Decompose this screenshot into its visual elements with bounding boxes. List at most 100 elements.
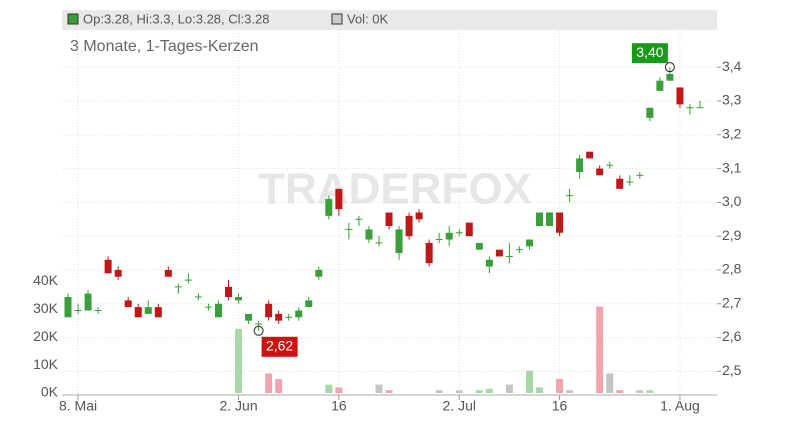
candle-body bbox=[666, 73, 674, 81]
candle-body bbox=[194, 296, 202, 298]
candle-body bbox=[696, 107, 704, 109]
candle-body bbox=[626, 181, 634, 183]
candle-body bbox=[596, 168, 604, 176]
volume-bar bbox=[335, 387, 343, 393]
candle-body bbox=[606, 164, 614, 166]
candle-body bbox=[495, 249, 503, 257]
candle-body bbox=[546, 212, 554, 227]
volume-bar bbox=[475, 390, 483, 393]
candle-body bbox=[616, 178, 624, 189]
candle-body bbox=[566, 195, 574, 197]
candle-body bbox=[305, 300, 313, 308]
candle-body bbox=[295, 310, 303, 318]
x-tick-label: 2. Jul bbox=[443, 398, 476, 414]
candle-body bbox=[104, 259, 112, 274]
candle-body bbox=[255, 323, 263, 325]
y-tick-label: 2,6 bbox=[722, 328, 742, 344]
y2-tick-label: 0K bbox=[41, 384, 59, 400]
ohlc-legend-swatch bbox=[67, 13, 79, 25]
annotation-marker bbox=[253, 325, 264, 336]
x-tick-label: 8. Mai bbox=[59, 398, 97, 414]
candle-body bbox=[174, 286, 182, 288]
y2-tick-label: 40K bbox=[33, 272, 59, 288]
candle-body bbox=[355, 218, 363, 220]
x-tick-label: 2. Jun bbox=[219, 398, 257, 414]
watermark: TRADERFOX bbox=[258, 165, 532, 214]
volume-bar bbox=[606, 373, 614, 393]
candle-body bbox=[235, 296, 243, 301]
volume-bar bbox=[265, 373, 273, 393]
y-tick-label: 3,3 bbox=[722, 92, 742, 108]
candle-body bbox=[435, 239, 443, 241]
candle-body bbox=[475, 242, 483, 250]
candle-body bbox=[556, 212, 564, 233]
volume-bar bbox=[325, 384, 333, 393]
y-tick-label: 2,8 bbox=[722, 261, 742, 277]
volume-bar bbox=[455, 390, 463, 393]
candle-body bbox=[686, 107, 694, 109]
volume-bar bbox=[535, 387, 543, 393]
y-tick-label: 3,4 bbox=[722, 58, 742, 74]
x-tick-label: 16 bbox=[552, 398, 568, 414]
header-bar bbox=[62, 10, 717, 30]
volume-bar bbox=[485, 388, 493, 393]
candle-body bbox=[114, 269, 122, 277]
volume-bar bbox=[375, 384, 383, 393]
candle-body bbox=[405, 215, 413, 237]
candle-body bbox=[395, 229, 403, 254]
candle-body bbox=[225, 286, 233, 297]
volume-bar bbox=[435, 390, 443, 393]
y-tick-label: 2,5 bbox=[722, 362, 742, 378]
candle-body bbox=[245, 313, 253, 321]
candle-body bbox=[646, 107, 654, 118]
volume-bar bbox=[385, 390, 393, 393]
candle-body bbox=[485, 259, 493, 267]
y-tick-label: 3,2 bbox=[722, 125, 742, 141]
annotation-label: 3,40 bbox=[636, 44, 663, 60]
candle-body bbox=[425, 242, 433, 264]
y2-tick-label: 10K bbox=[33, 356, 59, 372]
candle-body bbox=[335, 188, 343, 210]
annotation-box bbox=[261, 336, 298, 357]
y2-tick-label: 20K bbox=[33, 328, 59, 344]
subtitle: 3 Monate, 1-Tages-Kerzen bbox=[70, 38, 259, 55]
candle-body bbox=[505, 255, 513, 257]
volume-bar bbox=[235, 328, 243, 393]
candle-body bbox=[465, 222, 473, 237]
volume-bar bbox=[275, 379, 283, 393]
candle-body bbox=[74, 310, 82, 312]
candle-body bbox=[265, 303, 273, 318]
volume-bar bbox=[556, 379, 564, 393]
candle-body bbox=[64, 296, 72, 318]
candle-body bbox=[144, 307, 152, 314]
candle-body bbox=[94, 310, 102, 312]
candle-body bbox=[676, 87, 684, 105]
candle-body bbox=[385, 212, 393, 227]
candle-body bbox=[535, 212, 543, 227]
volume-bar bbox=[596, 306, 604, 393]
candle-body bbox=[204, 306, 212, 308]
candle-body bbox=[134, 307, 142, 318]
candle-body bbox=[164, 269, 172, 277]
candle-body bbox=[275, 313, 283, 321]
candle-body bbox=[84, 293, 92, 311]
candle-body bbox=[455, 232, 463, 234]
candle-body bbox=[154, 307, 162, 318]
candle-body bbox=[445, 232, 453, 240]
candle-body bbox=[285, 316, 293, 318]
y-tick-label: 3,1 bbox=[722, 159, 742, 175]
volume-legend: Vol: 0K bbox=[347, 11, 389, 26]
volume-bar bbox=[646, 390, 654, 393]
candle-body bbox=[576, 158, 584, 172]
candle-body bbox=[184, 279, 192, 281]
candle-body bbox=[525, 239, 533, 247]
x-tick-label: 1. Aug bbox=[660, 398, 700, 414]
candle-body bbox=[375, 242, 383, 244]
candle-body bbox=[515, 249, 523, 251]
volume-bar bbox=[525, 370, 533, 393]
volume-legend-swatch bbox=[331, 13, 343, 25]
candle-body bbox=[636, 174, 644, 176]
candle-body bbox=[656, 80, 664, 91]
annotation-label: 2,62 bbox=[266, 337, 293, 353]
